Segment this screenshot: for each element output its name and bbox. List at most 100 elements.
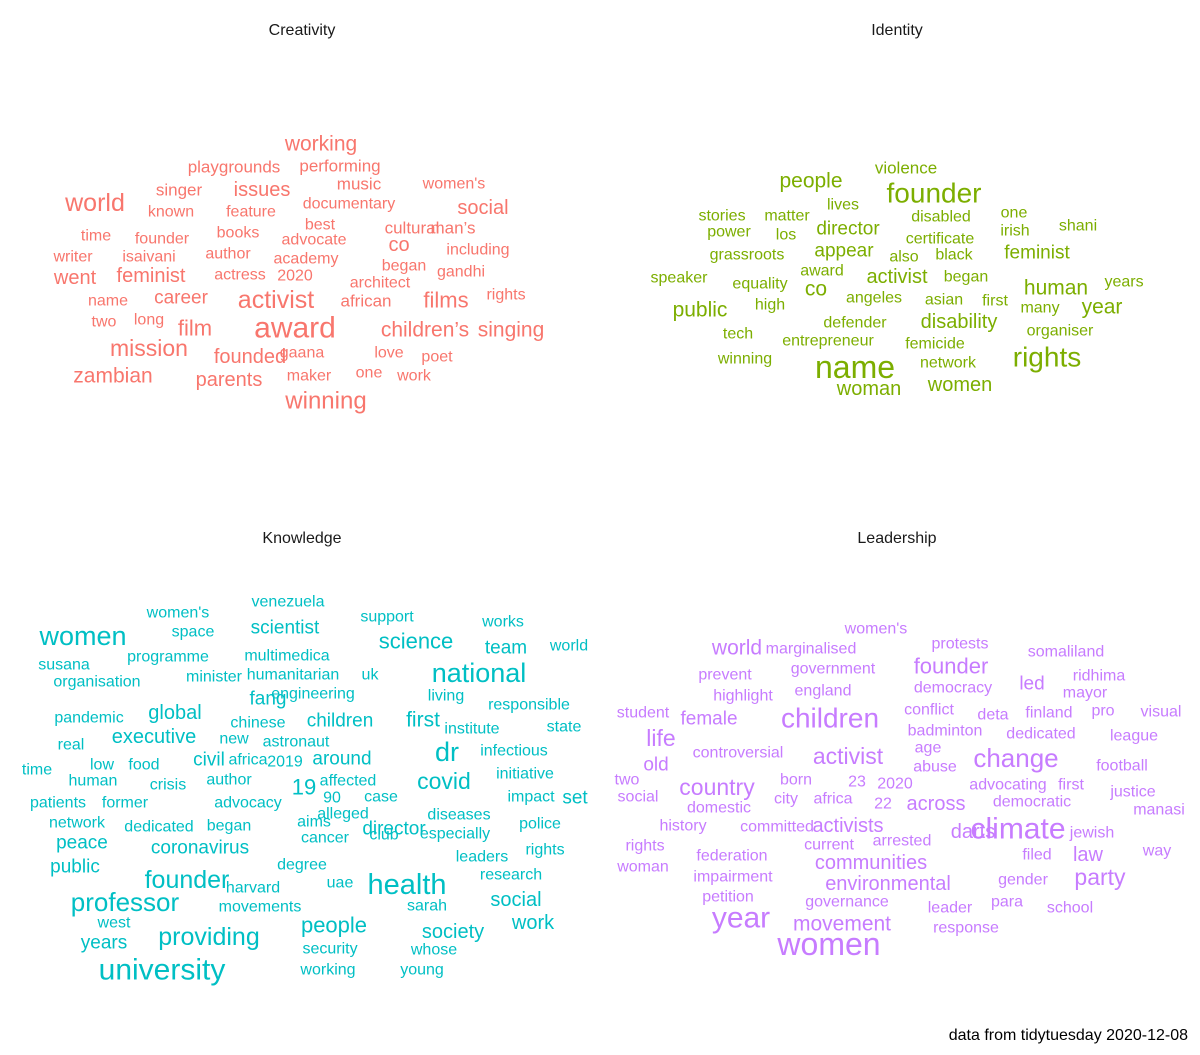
word: academy <box>274 251 339 268</box>
word: change <box>973 743 1058 773</box>
panel-knowledge: Knowledge university health dr women nationa… <box>22 530 589 987</box>
word: working <box>299 962 355 979</box>
word: rights <box>1013 342 1081 373</box>
word: feature <box>226 204 276 221</box>
word: mission <box>110 335 188 361</box>
word: activist <box>813 743 884 769</box>
word: low <box>90 757 114 774</box>
word: began <box>207 818 252 835</box>
word: diseases <box>427 807 490 824</box>
word: founder <box>145 866 230 894</box>
word: team <box>485 638 527 659</box>
word: rights <box>525 842 564 859</box>
word: works <box>481 614 524 631</box>
word: domestic <box>687 800 751 817</box>
word: time <box>22 762 52 779</box>
word: social <box>457 197 508 219</box>
data-source-caption: data from tidytuesday 2020-12-08 <box>949 1027 1188 1044</box>
word: tech <box>723 326 753 343</box>
word: rights <box>625 838 664 855</box>
word: west <box>97 915 131 932</box>
word: year <box>1082 296 1123 319</box>
word: woman <box>836 378 901 400</box>
word: food <box>128 757 159 774</box>
word: social <box>490 889 541 911</box>
word: certificate <box>906 231 975 248</box>
word: film <box>178 316 212 341</box>
word: dedicated <box>124 819 193 836</box>
word: love <box>374 345 403 362</box>
word: democratic <box>993 794 1071 811</box>
word: executive <box>112 726 197 748</box>
word: abuse <box>913 759 957 776</box>
word: law <box>1073 844 1104 866</box>
word: 2020 <box>877 776 913 793</box>
word: degree <box>277 857 327 874</box>
word: age <box>915 740 942 757</box>
word: prevent <box>698 667 752 684</box>
word: national <box>432 658 527 688</box>
word: issues <box>234 179 291 201</box>
word: year <box>712 902 770 935</box>
word: police <box>519 816 561 833</box>
word: one <box>1001 205 1028 222</box>
panel-title-identity: Identity <box>871 22 923 39</box>
word: world <box>64 189 125 217</box>
word: advocate <box>282 232 347 249</box>
word: architect <box>350 275 411 292</box>
word: activist <box>866 266 928 288</box>
word: current <box>804 837 854 854</box>
word: women's <box>422 176 486 193</box>
word: human <box>69 773 118 790</box>
word: people <box>779 170 842 193</box>
word: power <box>707 224 751 241</box>
word: uk <box>362 667 380 684</box>
word: security <box>302 941 357 958</box>
word: health <box>367 869 446 901</box>
word: leader <box>928 900 973 917</box>
word: government <box>791 661 876 678</box>
word: infectious <box>480 743 548 760</box>
word: humanitarian <box>247 667 340 684</box>
word: sarah <box>407 898 447 915</box>
word: performing <box>299 157 380 176</box>
word: children <box>307 711 374 732</box>
wordcloud-identity: name founder rights people violence public co h… <box>651 159 1144 401</box>
word: appear <box>814 241 874 262</box>
word: network <box>49 815 106 832</box>
word: founded <box>214 346 286 368</box>
word: activist <box>238 286 314 314</box>
word: music <box>337 175 382 194</box>
word: two <box>615 772 640 789</box>
word: alleged <box>317 806 369 823</box>
word: name <box>815 349 895 385</box>
word: pandemic <box>54 710 123 727</box>
word: black <box>935 247 973 264</box>
word: los <box>776 227 796 244</box>
word: rights <box>486 287 525 304</box>
word: jewish <box>1069 825 1114 842</box>
word: party <box>1074 864 1126 890</box>
word: many <box>1020 300 1059 317</box>
word: highlight <box>713 688 773 705</box>
word: affected <box>320 773 377 790</box>
word: club <box>369 827 398 844</box>
panel-title-leadership: Leadership <box>857 530 936 547</box>
word: response <box>933 920 999 937</box>
word: femicide <box>905 336 965 353</box>
word: people <box>301 913 367 938</box>
word: especially <box>420 826 490 843</box>
word: grassroots <box>710 247 785 264</box>
word: controversial <box>693 745 784 762</box>
word: working <box>284 133 357 156</box>
word: league <box>1110 728 1158 745</box>
word: children’s <box>381 319 469 342</box>
word: matter <box>764 208 810 225</box>
word: parents <box>196 369 263 391</box>
word: woman <box>616 859 669 876</box>
word: director <box>362 819 426 840</box>
panel-identity: Identity name founder rights people violence… <box>651 22 1144 400</box>
word: mayor <box>1063 685 1108 702</box>
word: 2019 <box>267 754 303 771</box>
word: women <box>776 926 880 962</box>
